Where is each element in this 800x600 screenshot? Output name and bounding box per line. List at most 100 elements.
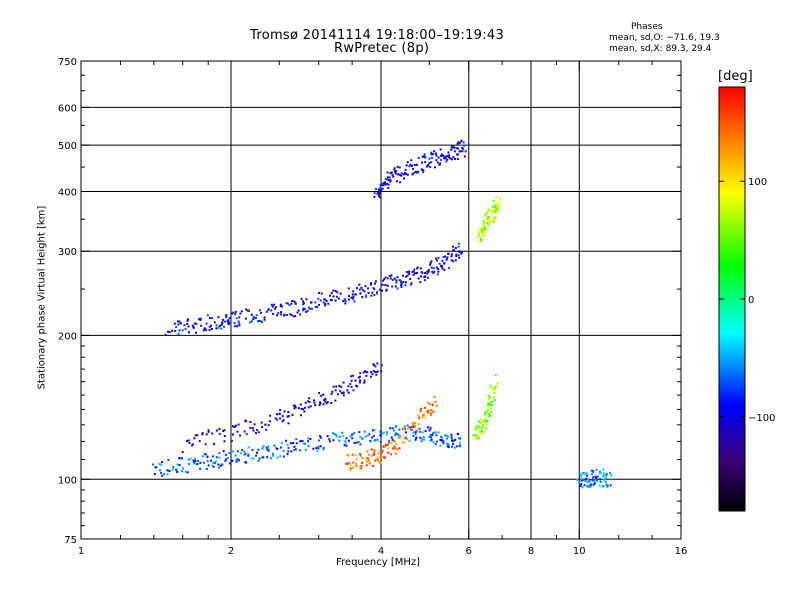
data-point <box>449 157 452 160</box>
data-point <box>267 308 270 311</box>
data-point <box>281 420 284 423</box>
data-point <box>455 255 458 258</box>
data-point <box>393 447 396 450</box>
data-point <box>440 436 443 439</box>
data-point <box>416 266 419 269</box>
data-point <box>609 484 612 487</box>
data-point <box>354 454 357 457</box>
data-point <box>282 419 285 422</box>
data-point <box>316 306 319 309</box>
data-point <box>395 453 398 456</box>
data-point <box>394 285 397 288</box>
data-point <box>388 179 391 182</box>
data-point <box>472 434 475 437</box>
data-point <box>398 447 401 450</box>
data-point <box>487 215 490 218</box>
data-point <box>441 267 444 270</box>
data-point <box>293 405 296 408</box>
data-point <box>302 301 305 304</box>
data-point <box>431 156 434 159</box>
data-point <box>364 294 367 297</box>
data-point <box>421 161 424 164</box>
data-point <box>198 440 201 443</box>
data-point <box>221 463 224 466</box>
data-point <box>486 210 489 213</box>
data-point <box>386 284 389 287</box>
data-point <box>252 457 255 460</box>
data-point <box>259 319 262 322</box>
data-point <box>360 466 363 469</box>
data-point <box>495 209 498 212</box>
data-point <box>418 430 421 433</box>
data-point <box>215 429 218 432</box>
data-point <box>223 429 226 432</box>
data-point <box>215 327 218 330</box>
data-point <box>493 388 496 391</box>
data-point <box>332 289 335 292</box>
data-point <box>347 454 350 457</box>
data-point <box>406 173 409 176</box>
data-point <box>262 445 265 448</box>
data-point <box>403 441 406 444</box>
data-point <box>386 182 389 185</box>
data-point <box>580 482 583 485</box>
data-point <box>421 416 424 419</box>
data-point <box>352 466 355 469</box>
data-point <box>176 320 179 323</box>
data-point <box>456 158 459 161</box>
data-point <box>379 430 382 433</box>
data-point <box>218 452 221 455</box>
data-point <box>245 461 248 464</box>
data-point <box>372 453 375 456</box>
data-point <box>349 382 352 385</box>
data-point <box>479 429 482 432</box>
data-point <box>405 164 408 167</box>
data-point <box>373 428 376 431</box>
data-point <box>218 456 221 459</box>
data-point <box>441 440 444 443</box>
data-point <box>179 322 182 325</box>
data-point <box>409 428 412 431</box>
data-point <box>595 480 598 483</box>
data-point <box>478 425 481 428</box>
data-point <box>187 439 190 442</box>
data-point <box>352 389 355 392</box>
data-point <box>160 463 163 466</box>
data-point <box>595 468 598 471</box>
data-point <box>447 252 450 255</box>
data-point <box>441 259 444 262</box>
data-point <box>353 441 356 444</box>
data-point <box>279 409 282 412</box>
data-point <box>404 284 407 287</box>
data-point <box>482 231 485 234</box>
data-point <box>406 424 409 427</box>
data-point <box>197 459 200 462</box>
data-point <box>405 173 408 176</box>
data-point <box>171 329 174 332</box>
data-point <box>427 270 430 273</box>
data-point <box>212 461 215 464</box>
data-point <box>286 453 289 456</box>
data-point <box>319 435 322 438</box>
data-point <box>491 220 494 223</box>
data-point <box>432 267 435 270</box>
data-point <box>178 329 181 332</box>
data-point <box>366 371 369 374</box>
data-point <box>488 403 491 406</box>
data-point <box>447 446 450 449</box>
data-point <box>354 293 357 296</box>
data-point <box>303 406 306 409</box>
data-point <box>380 184 383 187</box>
data-point <box>234 454 237 457</box>
data-point <box>218 325 221 328</box>
data-point <box>591 479 594 482</box>
data-point <box>368 459 371 462</box>
data-point <box>489 414 492 417</box>
data-point <box>227 319 230 322</box>
data-point <box>488 397 491 400</box>
data-point <box>412 167 415 170</box>
data-point <box>367 287 370 290</box>
data-point <box>312 447 315 450</box>
data-point <box>357 376 360 379</box>
data-point <box>350 379 353 382</box>
